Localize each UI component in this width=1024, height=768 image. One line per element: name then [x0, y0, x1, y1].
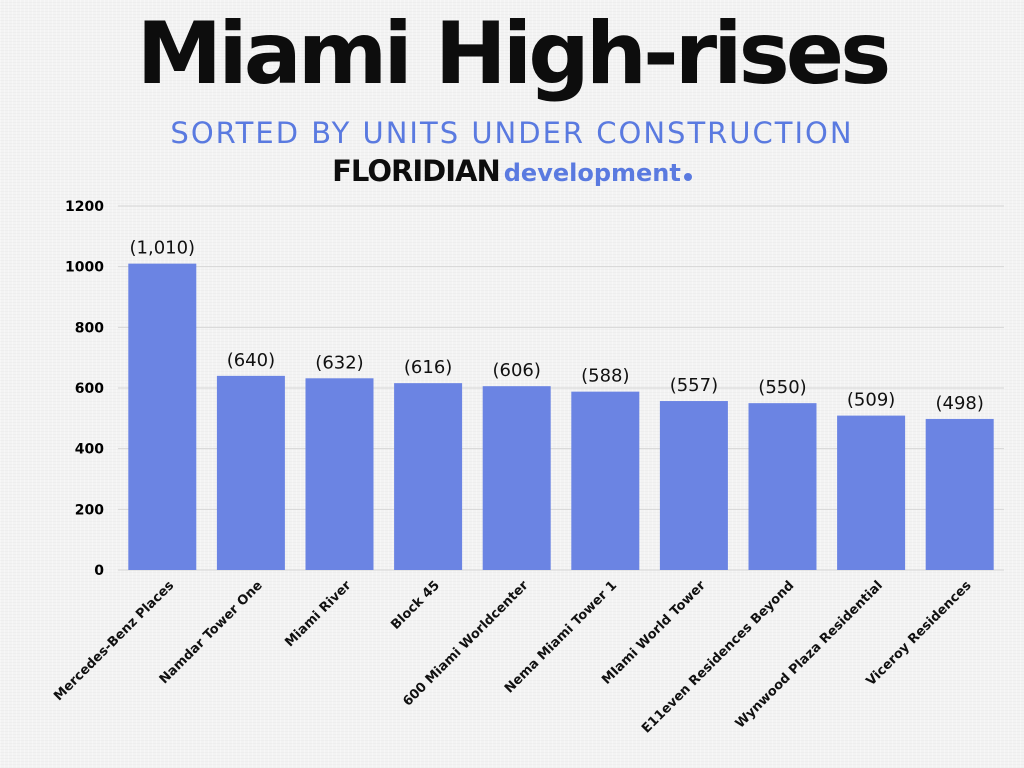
x-tick-label: Viceroy Residences — [864, 578, 975, 689]
bar — [837, 415, 906, 570]
y-tick-label: 0 — [94, 563, 104, 579]
data-label: (606) — [492, 360, 540, 381]
data-labels: (1,010) (640) (632) (616) (606) (588) (557) (55… — [130, 238, 984, 414]
y-tick-label: 200 — [75, 502, 104, 518]
brand-name: FLORIDIAN — [332, 154, 501, 188]
data-label: (588) — [581, 366, 629, 387]
y-tick-label: 1000 — [65, 260, 104, 276]
x-tick-label: Mercedes-Benz Places — [51, 578, 177, 704]
bar — [659, 401, 728, 570]
x-tick-label: Namdar Tower One — [157, 578, 266, 687]
bar — [305, 378, 374, 570]
data-label: (557) — [670, 375, 718, 396]
bar — [216, 375, 285, 570]
brand-dot-icon — [683, 173, 692, 181]
bar — [571, 391, 640, 570]
x-tick-label: E11even Residences Beyond — [639, 578, 797, 736]
data-label: (640) — [227, 350, 275, 371]
data-label: (632) — [315, 352, 363, 373]
bar — [394, 383, 463, 570]
data-label: (509) — [847, 390, 895, 411]
x-tick-label: Block 45 — [388, 578, 443, 633]
brand-logo: FLORIDIAN development — [0, 154, 1024, 188]
y-tick-label: 600 — [75, 381, 104, 397]
x-tick-label: Miami River — [282, 578, 354, 650]
bar — [482, 386, 551, 570]
bar — [925, 418, 994, 570]
data-label: (550) — [758, 377, 806, 398]
bar — [748, 403, 817, 570]
y-axis: 0 200 400 600 800 1000 1200 — [65, 199, 104, 579]
page-title: Miami High-rises — [136, 4, 892, 104]
y-tick-label: 1200 — [65, 199, 104, 215]
y-tick-label: 800 — [75, 320, 104, 336]
data-label: (1,010) — [130, 238, 196, 259]
data-label: (616) — [404, 357, 452, 378]
bar — [128, 263, 197, 570]
x-tick-label: Wynwood Plaza Residential — [733, 578, 886, 731]
page-subtitle: SORTED BY UNITS UNDER CONSTRUCTION — [170, 116, 854, 150]
bars — [128, 263, 994, 570]
y-tick-label: 400 — [75, 442, 104, 458]
data-label: (498) — [935, 393, 983, 414]
brand-tagline: development — [503, 159, 681, 187]
